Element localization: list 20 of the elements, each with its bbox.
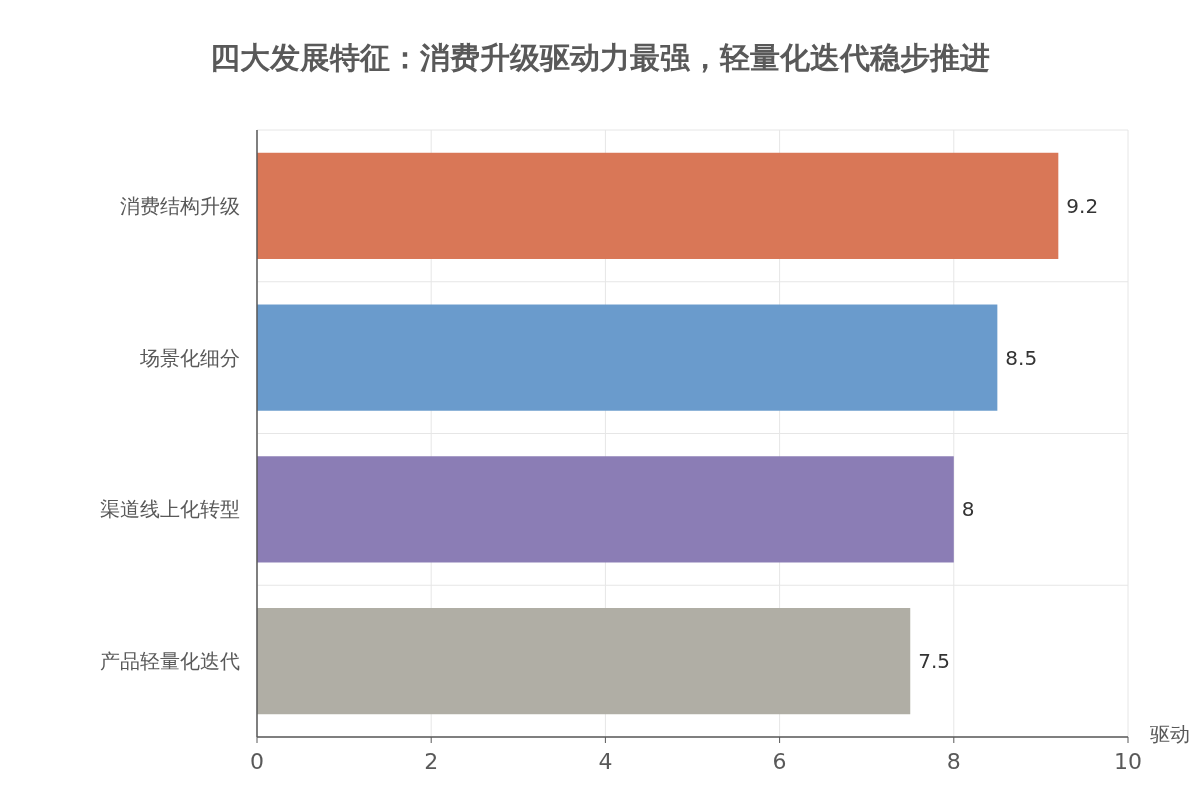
y-tick-label: 场景化细分 — [139, 345, 240, 370]
x-tick-label: 0 — [250, 749, 264, 774]
x-tick-label: 6 — [772, 749, 787, 774]
data-label: 9.2 — [1066, 193, 1099, 218]
chart-title: 四大发展特征：消费升级驱动力最强，轻量化迭代稳步推进 — [210, 40, 990, 75]
y-tick-label: 渠道线上化转型 — [100, 497, 240, 522]
x-tick-label: 2 — [424, 749, 439, 774]
data-label: 7.5 — [918, 649, 951, 674]
x-tick-label: 8 — [946, 749, 961, 774]
x-tick-label: 10 — [1114, 749, 1142, 774]
x-axis-title: 驱动 — [1150, 722, 1190, 746]
bar — [257, 304, 998, 411]
data-label: 8 — [961, 497, 975, 522]
bar — [257, 608, 911, 715]
bar — [257, 456, 954, 563]
y-tick-label: 消费结构升级 — [120, 193, 240, 218]
data-label: 8.5 — [1005, 345, 1038, 370]
y-tick-label: 产品轻量化迭代 — [100, 649, 240, 674]
bar — [257, 152, 1059, 259]
x-tick-label: 4 — [598, 749, 613, 774]
